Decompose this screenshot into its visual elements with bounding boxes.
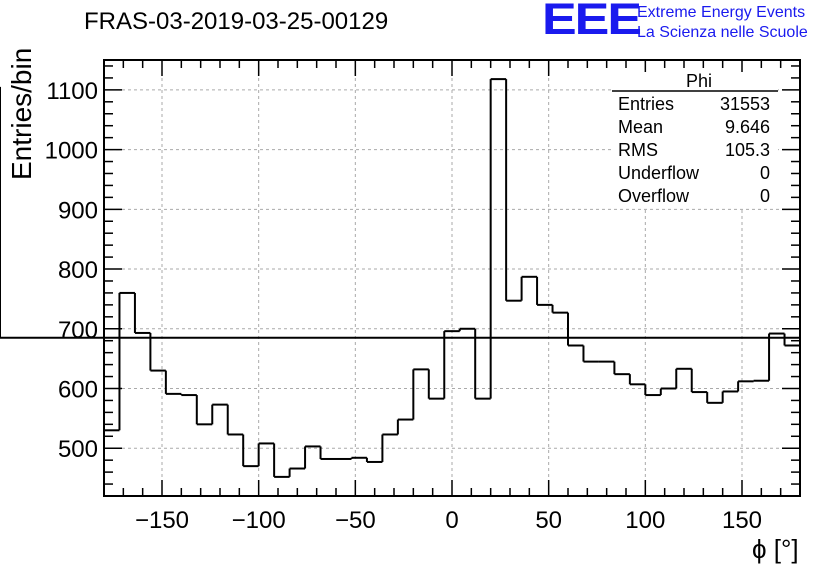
logo-line-2: La Scienza nelle Scuole	[637, 24, 808, 41]
y-tick-label: 500	[58, 436, 98, 463]
x-tick-label: −150	[135, 507, 189, 534]
grid-lines	[104, 60, 800, 496]
y-tick-label: 600	[58, 376, 98, 403]
stats-box: Phi Entries 31553 Mean 9.646 RMS 105.3 Underflo…	[612, 71, 778, 208]
stats-row-label: RMS	[618, 140, 658, 160]
stats-box-title: Phi	[686, 71, 712, 91]
x-tick-label: 100	[625, 507, 665, 534]
y-tick-label: 800	[58, 257, 98, 284]
x-axis-label: ϕ [°]	[752, 534, 799, 564]
y-tick-label: 700	[58, 317, 98, 344]
x-tick-label: −100	[232, 507, 286, 534]
x-tick-label: −50	[335, 507, 376, 534]
eee-logo: EEE	[542, 0, 642, 45]
histogram-bars	[0, 78, 801, 496]
stats-row-value: 31553	[720, 94, 770, 114]
y-tick-label: 900	[58, 197, 98, 224]
stats-row-label: Mean	[618, 117, 663, 137]
y-tick-label: 1000	[45, 138, 98, 165]
stats-row-value: 9.646	[725, 117, 770, 137]
stats-box-bg	[612, 72, 778, 208]
stats-row-label: Entries	[618, 94, 674, 114]
x-tick-label: 50	[535, 507, 562, 534]
logo-line-1: Extreme Energy Events	[637, 4, 806, 21]
stats-row-value: 0	[760, 163, 770, 183]
stats-row-value: 0	[760, 186, 770, 206]
stats-row-value: 105.3	[725, 140, 770, 160]
y-tick-label: 1100	[46, 78, 98, 105]
x-tick-label: 150	[722, 507, 762, 534]
stats-row-label: Overflow	[618, 186, 690, 206]
axis-ticks	[103, 60, 801, 496]
stats-row-label: Underflow	[618, 163, 700, 183]
y-axis-label: Entries/bin	[6, 47, 37, 180]
tick-labels: −150 −100 −50 0 50 100 150 500 600 700 800 900 1000 1…	[45, 78, 762, 534]
x-tick-label: 0	[445, 507, 458, 534]
chart-title: FRAS-03-2019-03-25-00129	[84, 8, 389, 35]
